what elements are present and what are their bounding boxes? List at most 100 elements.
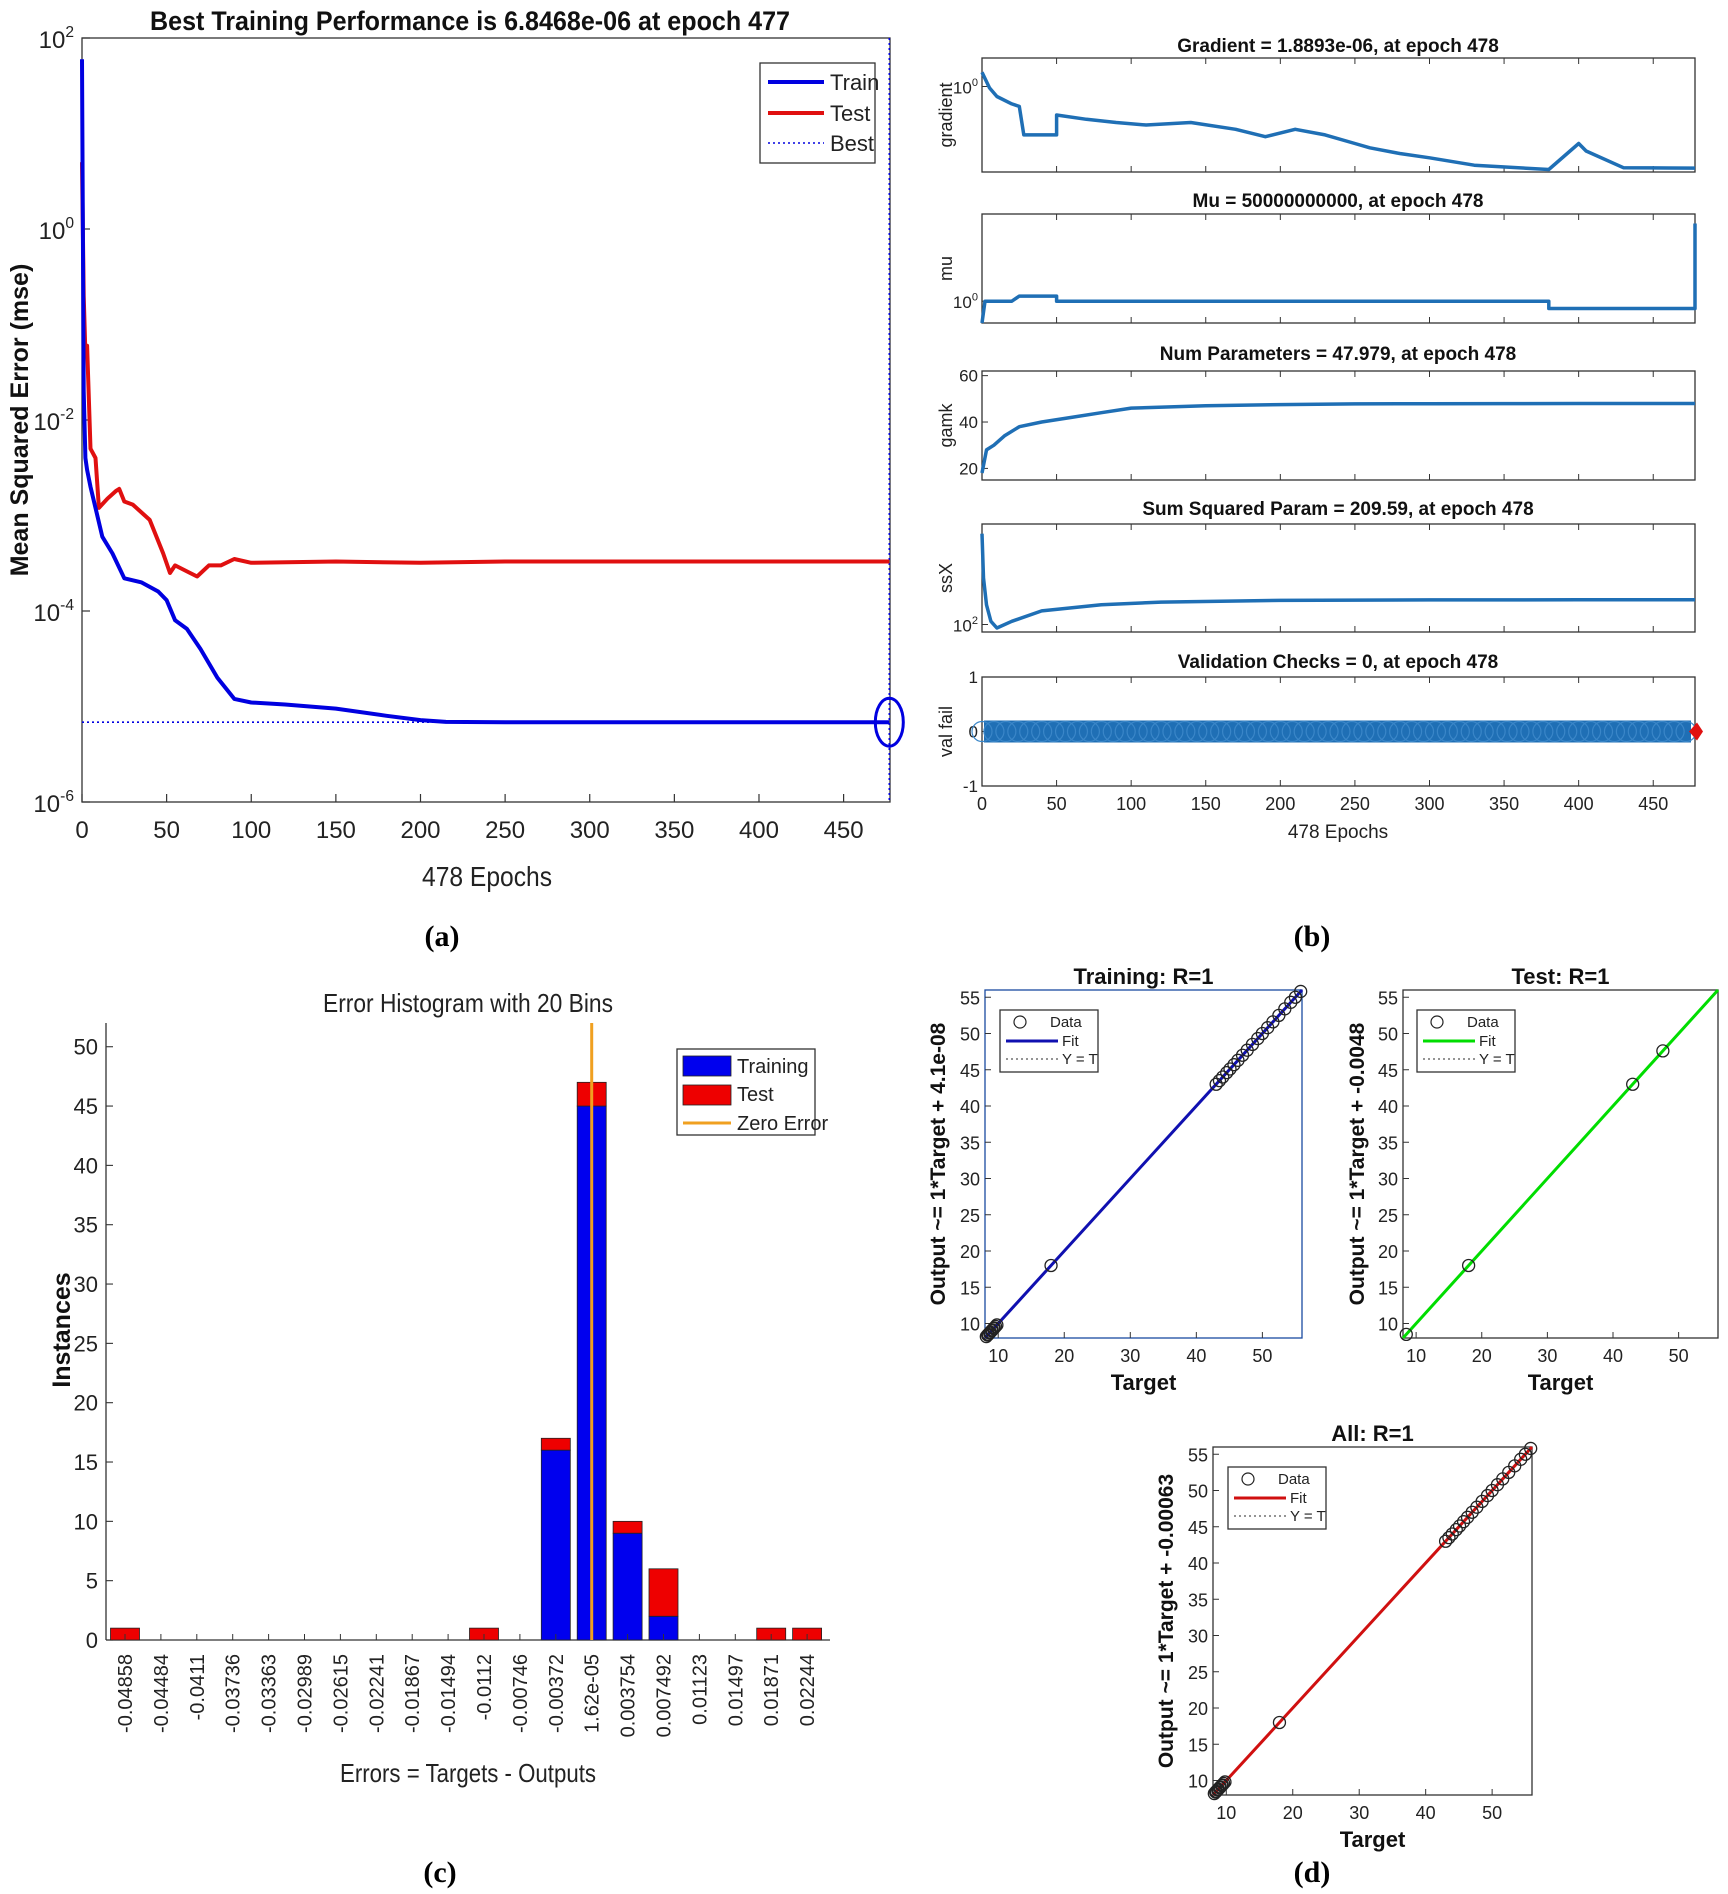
panel-d-2-data-point — [1524, 1441, 1538, 1456]
panel-d-1-xtick-label: 30 — [1537, 1346, 1557, 1366]
panel-d-0-legend-fit-label: Fit — [1062, 1033, 1079, 1050]
panel-d-2-data-point — [1452, 1519, 1467, 1533]
panel-b-valfail-point — [983, 720, 1005, 743]
panel-d-2-legend-data-label: Data — [1278, 1471, 1310, 1488]
panel-d-1-ytick-label: 50 — [1378, 1025, 1398, 1045]
panel-d-2-legend-ideal-label: Y = T — [1290, 1508, 1326, 1525]
panel-c-xtick-label: 0.01123 — [689, 1654, 711, 1725]
panel-b-valfail-point — [1126, 720, 1148, 743]
panel-c-xtick-label: 1.62e-05 — [582, 1654, 604, 1733]
panel-d-2-fit-line — [1211, 1445, 1534, 1797]
panel-a-ytick-label-exp: -4 — [60, 597, 74, 614]
panel-d-0-data-point — [1223, 1062, 1237, 1076]
panel-b-subplot-2-axes — [981, 370, 1696, 481]
panel-d-0-ytick-label: 35 — [960, 1133, 980, 1153]
panel-d-0-fit-line — [983, 988, 1304, 1340]
panel-a-ytick-label-exp: -2 — [60, 406, 74, 423]
panel-c-ytick-label: 45 — [74, 1094, 98, 1119]
panel-c-ytick-label: 40 — [74, 1153, 98, 1178]
panel-b-valfail-point — [1221, 720, 1244, 743]
panel-d-0-ytick-label: 55 — [960, 988, 980, 1008]
panel-b-subplot-3-ytick-label: 102 — [953, 615, 978, 636]
panel-c-xtick-label: 0.003754 — [618, 1654, 640, 1737]
panel-c-ylabel: Instances — [48, 1272, 76, 1387]
panel-b-subplot-2-ytick-label: 60 — [959, 367, 978, 386]
panel-d-2-ytick-label: 35 — [1188, 1590, 1208, 1610]
panel-b-valfail-point — [1591, 720, 1614, 743]
panel-b-valfail-point — [1317, 720, 1339, 743]
panel-b-valfail-point — [1102, 720, 1124, 743]
panel-d-2-xtick-label: 20 — [1283, 1803, 1303, 1823]
panel-b-valfail-final-marker — [1689, 722, 1703, 741]
panel-d-2-xlabel: Target — [1340, 1827, 1406, 1852]
panel-a-xtick-label: 300 — [570, 817, 610, 844]
panel-d-0-ylabel: Output ~= 1*Target + 4.1e-08 — [927, 1022, 950, 1305]
panel-b-valfail-point — [1257, 720, 1279, 743]
panel-d-0-data-point — [1294, 984, 1308, 999]
panel-d-0-xlabel: Target — [1111, 1370, 1177, 1395]
panel-a-test-line — [80, 162, 890, 579]
panel-d-0-ytick-label: 15 — [960, 1278, 980, 1298]
panel-b-valfail-point — [1484, 720, 1506, 743]
panel-d-2-title: All: R=1 — [1331, 1421, 1414, 1446]
panel-c-bar-training — [540, 1449, 571, 1641]
panel-d-1-title: Test: R=1 — [1511, 964, 1609, 989]
panel-b-valfail-point — [1198, 720, 1220, 743]
panel-a-ytick-label-exp: 2 — [65, 24, 74, 41]
panel-d-1-legend-ideal-label: Y = T — [1479, 1051, 1515, 1068]
panel-d-2-legend-fit-label: Fit — [1290, 1490, 1307, 1507]
panel-a-xtick-label: 350 — [654, 817, 694, 844]
panel-d-1-ytick-label: 40 — [1378, 1097, 1398, 1117]
panel-a-xtick-label: 250 — [485, 817, 525, 844]
panel-d-2-data-point — [1216, 1776, 1231, 1791]
panel-b-valfail-point — [1472, 720, 1494, 743]
panel-d-0-data-point — [987, 1321, 1001, 1335]
panel-d-1-data-point — [1626, 1077, 1640, 1091]
panel-b-valfail-point — [1293, 720, 1315, 743]
panel-b-valfail-point — [1150, 720, 1172, 743]
panel-b-valfail-point — [1281, 720, 1303, 743]
panel-c-xtick-label: -0.0411 — [187, 1654, 209, 1720]
panel-c-legend-test-label: Test — [737, 1084, 774, 1106]
panel-b-valfail-point — [1078, 720, 1100, 743]
panel-d-2-data-point — [1438, 1534, 1453, 1548]
panel-c-xlabel: Errors = Targets - Outputs — [340, 1758, 596, 1788]
panel-b-subplot-4-ytick-label: 0 — [969, 723, 978, 742]
panel-b-xtick-label: 450 — [1638, 794, 1668, 814]
panel-b-valfail-point — [1579, 720, 1602, 743]
panel-b-subplot-4-ylabel: val fail — [936, 706, 956, 757]
panel-b-subplot-1-ylabel: mu — [936, 256, 956, 281]
panel-a-ytick-label: 100 — [39, 215, 75, 245]
panel-b-subplot-3-ytick-label-base: 10 — [953, 617, 972, 636]
panel-a-xtick-label: 0 — [75, 817, 88, 844]
panel-b-valfail-point — [1054, 720, 1077, 743]
panel-b-valfail-point — [1233, 720, 1256, 743]
panel-a-best-marker — [873, 696, 905, 748]
panel-c-ytick-label: 15 — [74, 1450, 98, 1475]
panel-b-valfail-point — [1400, 720, 1423, 743]
panel-c-xtick-label: -0.01867 — [402, 1654, 424, 1733]
panel-b-subplot-2-ylabel: gamk — [936, 402, 956, 447]
panel-d-0-legend-data-swatch — [1013, 1015, 1027, 1029]
panel-a-ytick-label-base: 10 — [33, 600, 60, 627]
panel-c-xtick-label: -0.03363 — [259, 1654, 281, 1733]
panel-b-xtick-label: 400 — [1564, 794, 1594, 814]
panel-b-valfail-point — [1042, 720, 1065, 743]
panel-d-2-xtick-label: 30 — [1349, 1803, 1369, 1823]
panel-d-caption: (d) — [1294, 1856, 1331, 1889]
panel-b-valfail-point — [1019, 720, 1041, 743]
panel-d-0-data-point — [1216, 1070, 1230, 1084]
panel-d-1-legend-data-label: Data — [1467, 1014, 1499, 1031]
panel-b-valfail-point — [1651, 720, 1673, 743]
panel-b-valfail-point — [1007, 720, 1029, 743]
panel-d-0-data-point — [1220, 1066, 1234, 1080]
panel-d-1-ylabel: Output ~= 1*Target + -0.0048 — [1346, 1022, 1369, 1305]
panel-d-0-legend-ideal-label: Y = T — [1062, 1051, 1098, 1068]
panel-c-xtick-label: -0.02989 — [295, 1654, 317, 1733]
panel-b-valfail-point — [1508, 720, 1530, 743]
panel-b-subplot-3-ytick-label-exp: 2 — [972, 615, 978, 627]
panel-c-ytick-label: 10 — [74, 1509, 98, 1534]
panel-b-xtick-label: 100 — [1116, 794, 1146, 814]
panel-b-subplot-0-ytick-label: 100 — [953, 77, 978, 98]
